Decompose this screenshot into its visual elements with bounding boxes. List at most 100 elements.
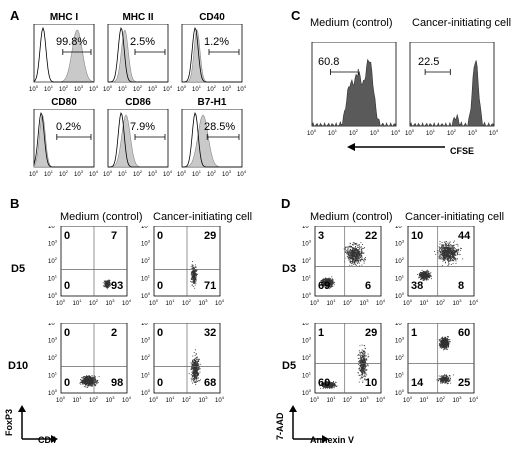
panel-c-hist-0-xtick-2: 102 (349, 128, 359, 137)
panel-b-row-label-d10: D10 (8, 360, 29, 372)
panel-b-r0-c0-xtick-2: 102 (89, 298, 99, 307)
panel-d-r0-c1-ytick-3: 103 (395, 239, 405, 248)
panel-c-hist-0-xtick-3: 103 (370, 128, 380, 137)
panel-a-value-2: 1.2% (204, 36, 230, 48)
panel-d-r0-c1-xtick-0: 100 (403, 298, 413, 307)
panel-b-r1-c1-quadrant-ul: 0 (157, 327, 164, 339)
panel-a-title-5: B7-H1 (197, 97, 227, 108)
panel-d-r0-c0-xtick-4: 104 (376, 298, 386, 307)
panel-d-r0-c0-ytick-0: 100 (302, 291, 312, 300)
panel-a-value-5: 28.5% (204, 121, 236, 133)
panel-b-r0-c1-ytick-1: 101 (141, 274, 151, 283)
panel-d-r0-c0-quadrant-ul: 3 (318, 230, 325, 242)
panel-b-r1-c0-xtick-4: 104 (122, 395, 132, 404)
panel-b-col-head-cancer: Cancer-initiating cell (153, 211, 253, 223)
panel-d-r0-c0-quadrant-ll: 69 (318, 280, 331, 292)
panel-b-r0-c0-ytick-1: 101 (48, 274, 58, 283)
panel-d-r1-c1-ytick-3: 103 (395, 336, 405, 345)
panel-c-hist-1-xtick-2: 102 (447, 128, 457, 137)
panel-b-r0-c0-xtick-0: 100 (56, 298, 66, 307)
panel-a-hist-1-xtick-1: 101 (118, 84, 128, 93)
panel-d-r0-c1-xtick-1: 101 (420, 298, 430, 307)
panel-a-hist-4-xtick-1: 101 (118, 169, 128, 178)
panel-b-r0-c1-xtick-2: 102 (182, 298, 192, 307)
panel-a-histogram-5: 100 101 102 103 104 (177, 109, 247, 178)
panel-b-r0-c1-xtick-3: 103 (199, 298, 209, 307)
panel-d-r0-c0-xtick-2: 102 (343, 298, 353, 307)
panel-a-hist-2-xtick-4: 104 (237, 84, 247, 93)
panel-a-hist-3-xtick-3: 103 (74, 169, 84, 178)
panel-b-r1-c1-ytick-0: 100 (141, 388, 151, 397)
panel-d-r1-c1-ytick-1: 101 (395, 371, 405, 380)
panel-c-letter: C (291, 8, 301, 23)
panel-a-isotype-curve-5 (181, 112, 242, 168)
panel-d-col-head-cancer: Cancer-initiating cell (405, 211, 505, 223)
panel-a-hist-1-xtick-4: 104 (163, 84, 173, 93)
panel-b-x-axis-label: CD4 (38, 435, 57, 445)
panel-a-hist-5-xtick-3: 103 (222, 169, 232, 178)
panel-d-r1-c0-quadrant-ul: 1 (318, 327, 325, 339)
panel-a-histogram-0: 100 101 102 103 104 (29, 24, 99, 93)
panel-c-hist-0-xtick-0: 100 (307, 128, 317, 137)
panel-a-hist-5-xtick-4: 104 (237, 169, 247, 178)
panel-b-r1-c1-xtick-1: 101 (166, 395, 176, 404)
panel-b-r0-c1-quadrant-ur: 29 (204, 230, 217, 242)
panel-b-r1-c0-ytick-2: 102 (48, 353, 58, 362)
panel-b-r1-c1-quadrant-ur: 32 (204, 327, 217, 339)
panel-b-r1-c0-ytick-0: 100 (48, 388, 58, 397)
panel-b-r0-c0-quadrant-ll: 0 (64, 280, 71, 292)
panel-b-r1-c1-quadrant-lr: 68 (204, 377, 217, 389)
panel-c-histogram-1: 100 101 102 103 104 (405, 42, 499, 137)
panel-a-hist-0-xtick-1: 101 (44, 84, 54, 93)
panel-c-x-axis-label: CFSE (450, 146, 475, 156)
panel-c-hist-1-xtick-3: 103 (468, 128, 478, 137)
panel-d-x-axis-label: Annexin V (310, 435, 355, 445)
panel-b-r1-c0-xtick-1: 101 (73, 395, 83, 404)
panel-a-value-1: 2.5% (130, 36, 156, 48)
panel-a-hist-5-xtick-1: 101 (192, 169, 202, 178)
panel-d-r0-c0-xtick-1: 101 (327, 298, 337, 307)
panel-d-r0-c0-ytick-1: 101 (302, 274, 312, 283)
panel-a-histogram-2: 100 101 102 103 104 (177, 24, 247, 93)
panel-b-r0-c0-xtick-1: 101 (73, 298, 83, 307)
panel-d-r0-c1-ytick-0: 100 (395, 291, 405, 300)
panel-d-r1-c1-ytick-4: 104 (395, 323, 405, 327)
panel-d-r1-c0-ytick-1: 101 (302, 371, 312, 380)
panel-b-r1-c0-ytick-1: 101 (48, 371, 58, 380)
panel-d-row-label-d5: D5 (282, 360, 297, 372)
panel-d-r0-c0-ytick-2: 102 (302, 256, 312, 265)
panel-d-r0-c0-xtick-3: 103 (360, 298, 370, 307)
panel-b-r1-c1-ytick-3: 103 (141, 336, 151, 345)
panel-a-value-4: 7.9% (130, 121, 156, 133)
panel-d-r0-c0-quadrant-lr: 6 (365, 280, 372, 292)
panel-b-r0-c1-ytick-4: 104 (141, 226, 151, 230)
panel-b-r1-c1-xtick-0: 100 (149, 395, 159, 404)
panel-a-hist-0-xtick-2: 102 (59, 84, 69, 93)
panel-d-r0-c0-quadrant-ur: 22 (365, 230, 378, 242)
panel-a-frame-4 (107, 109, 169, 168)
panel-b-r0-c0-ytick-0: 100 (48, 291, 58, 300)
panel-d-r1-c0-xtick-3: 103 (360, 395, 370, 404)
panel-a-title-1: MHC II (122, 12, 154, 23)
panel-d-r1-c0-xtick-2: 102 (343, 395, 353, 404)
panel-c-col-head-cancer: Cancer-initiating cell (412, 17, 512, 29)
panel-a-hist-4-xtick-3: 103 (148, 169, 158, 178)
panel-d-r1-c0-quadrant-ur: 29 (365, 327, 378, 339)
panel-a-histogram-3: 100 101 102 103 104 (29, 109, 99, 178)
panel-b-r1-c0-xtick-0: 100 (56, 395, 66, 404)
panel-d-r0-c1-xtick-3: 103 (453, 298, 463, 307)
panel-a-hist-0-xtick-3: 103 (74, 84, 84, 93)
panel-b-r1-c0-xtick-2: 102 (89, 395, 99, 404)
panel-d-r1-c1-ytick-0: 100 (395, 388, 405, 397)
panel-d-r1-c0-xtick-1: 101 (327, 395, 337, 404)
panel-a-value-3: 0.2% (56, 121, 82, 133)
panel-a-hist-2-xtick-0: 100 (177, 84, 187, 93)
panel-b-r0-c1-xtick-4: 104 (215, 298, 225, 307)
panel-b-r0-c1-xtick-0: 100 (149, 298, 159, 307)
panel-d-r1-c1-quadrant-ll: 14 (411, 377, 424, 389)
panel-b-r1-c0-ytick-4: 104 (48, 323, 58, 327)
panel-c-col-head-control: Medium (control) (310, 17, 393, 29)
panel-d-r1-c1-ytick-2: 102 (395, 353, 405, 362)
